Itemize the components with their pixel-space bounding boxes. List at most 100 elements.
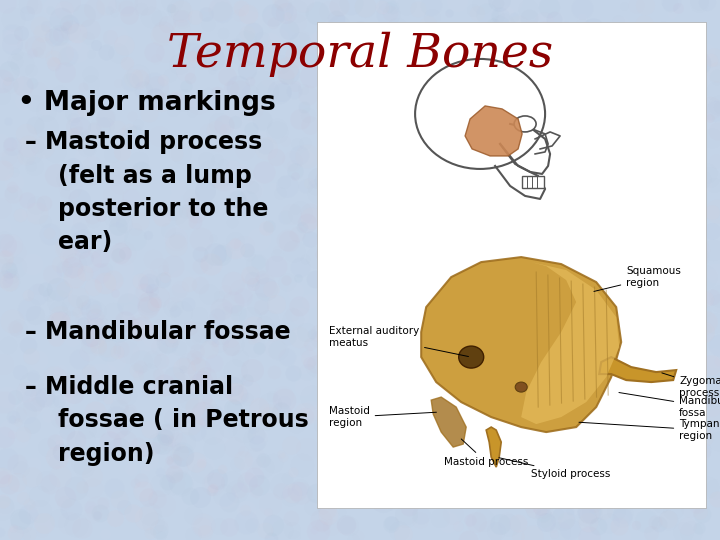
Point: [629, 52, 640, 60]
Point: [39, 104, 50, 113]
Point: [274, 188, 286, 197]
Point: [176, 307, 187, 316]
Point: [217, 383, 229, 392]
Point: [474, 472, 486, 481]
Point: [135, 5, 147, 14]
Point: [521, 471, 533, 480]
Point: [258, 462, 269, 471]
Point: [521, 30, 533, 38]
Point: [499, 198, 510, 206]
Point: [525, 94, 536, 103]
Point: [99, 279, 111, 287]
Point: [88, 483, 99, 492]
Point: [113, 212, 125, 220]
Point: [266, 327, 278, 336]
Point: [413, 242, 424, 251]
Point: [374, 25, 385, 34]
Point: [623, 188, 634, 197]
Point: [141, 454, 153, 463]
Point: [490, 526, 501, 535]
Point: [238, 261, 250, 270]
Point: [118, 248, 130, 257]
Point: [0, 275, 10, 284]
Point: [377, 496, 389, 505]
Point: [165, 299, 176, 308]
Point: [184, 418, 196, 427]
Point: [595, 268, 606, 276]
Point: [423, 380, 435, 388]
Point: [694, 370, 706, 379]
Point: [84, 55, 96, 63]
Point: [320, 228, 331, 237]
Point: [73, 354, 85, 363]
Point: [377, 370, 389, 379]
Point: [504, 93, 516, 102]
Point: [690, 460, 702, 469]
Point: [361, 194, 373, 202]
Point: [65, 427, 76, 436]
Point: [709, 107, 720, 116]
Point: [2, 424, 14, 433]
Point: [312, 345, 324, 353]
Point: [521, 77, 532, 85]
Point: [559, 60, 570, 69]
Point: [577, 4, 588, 12]
Point: [21, 195, 32, 204]
Point: [425, 229, 436, 238]
Point: [633, 396, 644, 404]
Point: [324, 254, 336, 262]
Point: [707, 455, 719, 463]
Point: [297, 85, 308, 93]
Point: [597, 218, 608, 226]
Point: [244, 271, 256, 280]
Point: [365, 69, 377, 77]
Point: [247, 422, 258, 431]
Point: [12, 50, 23, 58]
Point: [71, 267, 82, 275]
Point: [401, 241, 413, 250]
Point: [535, 448, 546, 456]
Point: [371, 279, 382, 288]
Point: [267, 458, 279, 467]
Point: [270, 152, 282, 161]
Point: [275, 450, 287, 459]
Point: [160, 273, 171, 281]
Point: [648, 251, 660, 259]
Point: [40, 393, 51, 401]
Point: [541, 22, 553, 31]
Point: [480, 413, 491, 422]
Polygon shape: [421, 257, 621, 432]
Point: [714, 299, 720, 307]
Point: [545, 243, 557, 252]
Point: [690, 501, 702, 509]
Point: [50, 437, 61, 446]
Point: [199, 49, 211, 57]
Point: [321, 194, 333, 203]
Point: [252, 258, 264, 267]
Point: [475, 70, 487, 79]
Point: [574, 268, 585, 277]
Point: [183, 413, 194, 421]
Point: [165, 329, 176, 338]
Point: [430, 424, 441, 433]
Point: [94, 123, 106, 132]
Text: Temporal Bones: Temporal Bones: [167, 32, 553, 77]
Point: [706, 134, 718, 143]
Point: [260, 420, 271, 429]
Point: [174, 447, 186, 456]
Point: [439, 236, 451, 245]
Point: [61, 293, 73, 302]
Point: [421, 58, 433, 67]
Point: [320, 298, 332, 307]
Point: [403, 502, 415, 511]
Point: [238, 293, 249, 301]
Point: [417, 217, 428, 225]
Point: [174, 344, 185, 353]
Point: [281, 236, 292, 245]
Point: [518, 153, 529, 162]
Point: [89, 407, 101, 416]
Point: [383, 438, 395, 447]
Point: [425, 102, 436, 110]
Point: [278, 396, 289, 404]
Point: [164, 70, 176, 79]
